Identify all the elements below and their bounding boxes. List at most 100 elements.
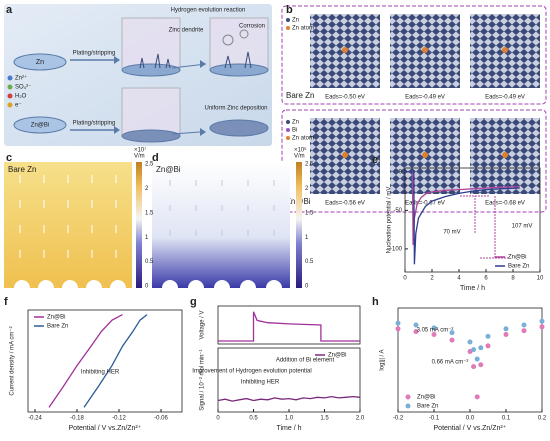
atom: [502, 47, 508, 53]
panel-label: g: [190, 296, 197, 308]
colorbar-tick: 0.5: [145, 259, 154, 265]
legend-text: e⁻: [15, 103, 22, 109]
energy: Eads=-0.50 eV: [325, 95, 365, 101]
annotation: 70 mV: [443, 230, 460, 236]
panel-b: b Zn Zn atom Bare Zn Eads=-0.50 eV Eads=…: [281, 4, 547, 213]
point: [539, 324, 545, 330]
point: [431, 331, 437, 337]
point: [503, 326, 509, 332]
electrode: [121, 63, 181, 77]
cell: [121, 87, 181, 137]
point: [413, 322, 419, 328]
line: [48, 314, 123, 408]
exponent: ×10⁷: [134, 147, 146, 154]
legend-text: Bare Zn: [508, 264, 529, 270]
field-arrows: [19, 175, 117, 258]
legend-text: Bare Zn: [417, 404, 438, 410]
x-tick-label: -0.06: [154, 416, 168, 422]
colorbar-tick: 2.5: [145, 162, 154, 168]
x-tick-label: 6: [484, 276, 488, 282]
x-tick-label: -0.1: [429, 416, 440, 422]
zn-bi-disc: [13, 116, 67, 134]
y-axis-label: Current density / mA cm⁻²: [10, 326, 16, 395]
legend-dot: [286, 120, 290, 124]
panel-label: e: [372, 154, 378, 166]
legend-swatch: [405, 394, 411, 400]
bubble: [222, 34, 234, 46]
x-tick-label: 0.5: [249, 416, 258, 422]
field-arrows: [169, 180, 275, 236]
colorbar-tick: 1.5: [305, 210, 314, 216]
colorbar-tick: 0: [305, 284, 309, 290]
point: [503, 331, 509, 337]
point: [539, 318, 545, 324]
legend-swatch: [405, 403, 411, 409]
legend-dot: [7, 75, 13, 81]
legend-text: Zn@Bi: [417, 395, 435, 401]
point: [474, 394, 480, 400]
legend-dot: [286, 26, 290, 30]
legend-text: Zn²⁺: [15, 75, 27, 82]
x-tick-label: 1.5: [320, 416, 329, 422]
legend-text: Zn: [292, 18, 299, 24]
x-tick-label: 0.0: [466, 416, 475, 422]
legend-text: Zn atom: [292, 26, 314, 32]
point: [521, 322, 527, 328]
plot-frame: [404, 167, 541, 273]
panel-label: c: [6, 152, 12, 164]
plot-frame: [27, 309, 183, 413]
guide-lines: [460, 195, 510, 259]
field-map: [152, 162, 290, 288]
energy: Eads=-0.49 eV: [405, 95, 445, 101]
label: Zn: [36, 59, 44, 66]
legend-dot: [286, 128, 290, 132]
label: Zn@Bi: [31, 123, 49, 129]
atom: [422, 152, 428, 158]
line: [405, 171, 520, 265]
x-tick-label: 2: [430, 276, 434, 282]
x-axis-label: Potential / V vs.Zn/Zn²⁺: [434, 425, 507, 432]
panel-c: c Bare Zn V/m ×10⁷: [4, 147, 146, 288]
point: [471, 347, 477, 353]
point: [471, 364, 477, 370]
y-axis-label: Signal / 10⁻² mol min⁻¹: [200, 349, 206, 410]
unit: V/m: [134, 154, 145, 160]
x-tick-label: 4: [457, 276, 461, 282]
y-tick-label: 0: [399, 169, 403, 175]
x-tick-label: 8: [511, 276, 515, 282]
point: [449, 330, 455, 336]
colorbar-tick: 0.5: [305, 259, 314, 265]
bumps: [14, 280, 126, 288]
panel-label: h: [372, 296, 379, 308]
colorbar: [296, 162, 302, 288]
panel-label: f: [4, 296, 8, 308]
legend-text: Bare Zn: [47, 324, 68, 330]
label: Hydrogen evolution reaction: [171, 8, 246, 14]
energy: Eads=-0.67 eV: [405, 201, 445, 207]
annotation: Inhibiting HER: [81, 370, 120, 376]
electrode: [209, 63, 269, 77]
atom: [342, 152, 348, 158]
annotation: 3.05 mA cm⁻²: [417, 328, 454, 334]
line: [217, 395, 361, 402]
zn-disc: [13, 53, 67, 71]
colorbar-tick: 2: [305, 186, 309, 192]
x-tick-label: 1.0: [285, 416, 294, 422]
colorbar-tick: 0: [145, 284, 149, 290]
point: [431, 325, 437, 331]
legend-text: Zn@Bi: [328, 353, 346, 359]
legend-text: Zn@Bi: [47, 315, 65, 321]
x-tick-label: 10: [537, 276, 544, 282]
box: [281, 109, 547, 213]
line: [83, 314, 148, 408]
arrow: [171, 63, 207, 69]
point: [467, 339, 473, 345]
panel-a: a Zn Plating/stripping Hydrogen evolutio…: [4, 4, 272, 146]
electrode: [121, 129, 181, 143]
map-label: Bare Zn: [8, 165, 36, 174]
annotation: Addition of Bi element: [276, 358, 335, 364]
dendrite: [139, 53, 171, 69]
y-axis-label: log|j| / A: [380, 349, 386, 370]
point: [413, 329, 419, 335]
point: [485, 343, 491, 349]
